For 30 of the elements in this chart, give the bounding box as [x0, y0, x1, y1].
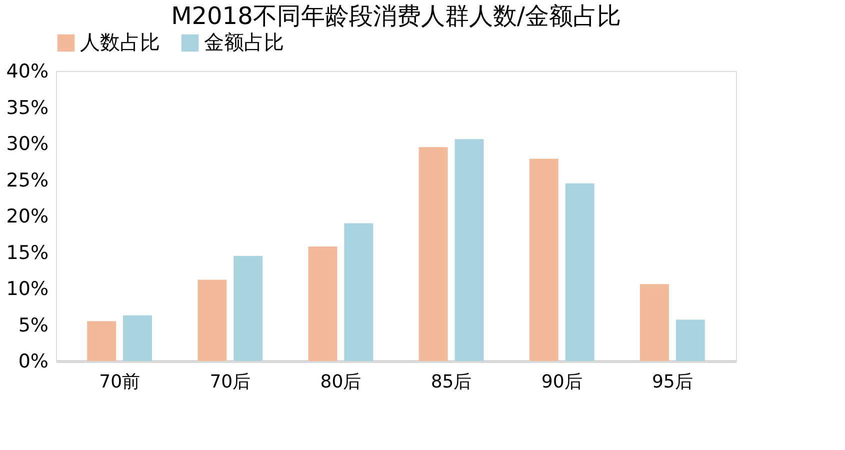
y-tick-label: 25%	[6, 169, 48, 192]
bar	[676, 320, 705, 361]
bar	[123, 315, 152, 361]
x-tick-label: 70后	[210, 372, 251, 392]
x-tick-label: 70前	[99, 372, 140, 392]
x-tick-label: 95后	[652, 372, 693, 392]
x-tick-label: 80后	[320, 372, 362, 392]
y-tick-label: 20%	[6, 206, 48, 228]
bar	[565, 183, 594, 361]
y-tick-label: 5%	[18, 314, 48, 336]
y-tick-label: 35%	[6, 96, 48, 119]
chart-title: M2018不同年龄段消费人群人数/金额占比	[171, 2, 621, 30]
y-tick-label: 15%	[6, 242, 48, 264]
bar	[87, 321, 116, 361]
x-tick-label: 85后	[430, 372, 472, 392]
y-tick-label: 40%	[6, 60, 48, 82]
bar	[198, 280, 227, 361]
x-tick-label: 90后	[541, 372, 582, 392]
legend-label: 人数占比	[80, 30, 160, 54]
bar	[308, 246, 338, 361]
bar	[344, 223, 374, 361]
bar	[640, 284, 669, 361]
bar	[454, 139, 484, 361]
bar	[234, 256, 263, 361]
y-tick-label: 10%	[6, 278, 48, 300]
bar	[418, 147, 448, 361]
y-tick-label: 0%	[18, 350, 48, 372]
legend-label: 金额占比	[204, 30, 284, 54]
y-tick-label: 30%	[6, 133, 48, 155]
bar	[529, 158, 558, 361]
